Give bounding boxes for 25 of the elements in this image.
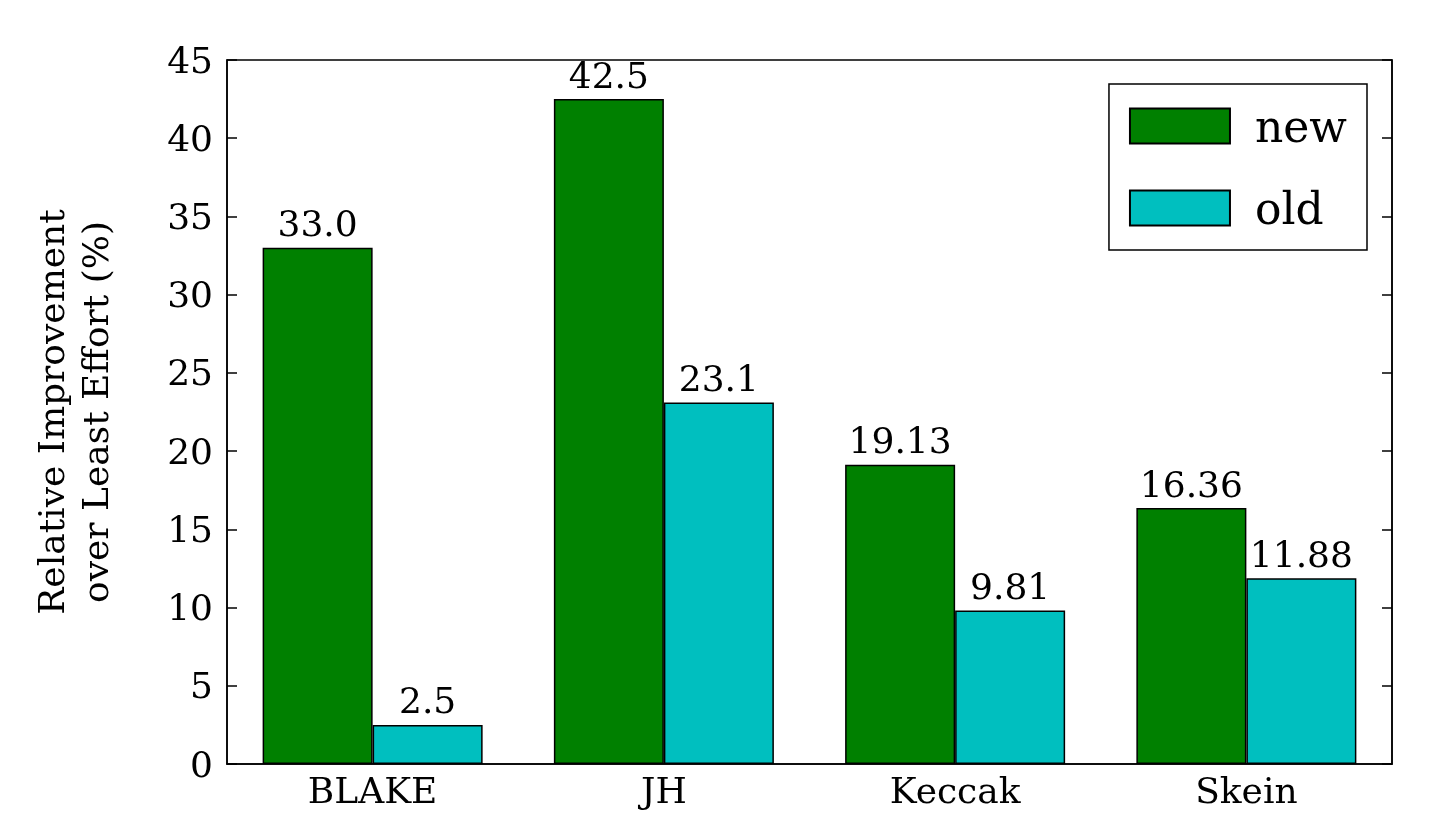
x-tick-label: JH — [636, 769, 687, 811]
y-tick-label: 45 — [167, 39, 213, 81]
legend-label: old — [1254, 182, 1324, 234]
data-label: 33.0 — [277, 203, 358, 245]
data-label: 11.88 — [1249, 533, 1353, 575]
y-axis-title: Relative Improvement over Least Effort (%) — [30, 208, 116, 615]
x-tick-label: Skein — [1195, 769, 1298, 811]
data-label: 2.5 — [398, 680, 457, 722]
legend-label: new — [1254, 100, 1348, 152]
y-tick-label: 40 — [167, 117, 213, 159]
y-tick-label: 10 — [167, 587, 213, 629]
y-tick-label: 25 — [167, 352, 213, 394]
data-label: 16.36 — [1139, 463, 1243, 505]
y-tick-label: 15 — [167, 508, 213, 550]
data-label: 9.81 — [970, 566, 1051, 608]
y-tick-label: 0 — [190, 743, 213, 785]
x-tick-label: BLAKE — [307, 769, 438, 811]
y-tick-label: 5 — [190, 665, 213, 707]
data-label: 23.1 — [678, 358, 759, 400]
y-tick-label: 35 — [167, 195, 213, 237]
y-tick-label: 20 — [167, 430, 213, 472]
x-tick-label: Keccak — [889, 769, 1022, 811]
y-tick-label: 30 — [167, 274, 213, 316]
data-label: 42.5 — [568, 54, 649, 96]
data-label: 19.13 — [848, 420, 952, 462]
